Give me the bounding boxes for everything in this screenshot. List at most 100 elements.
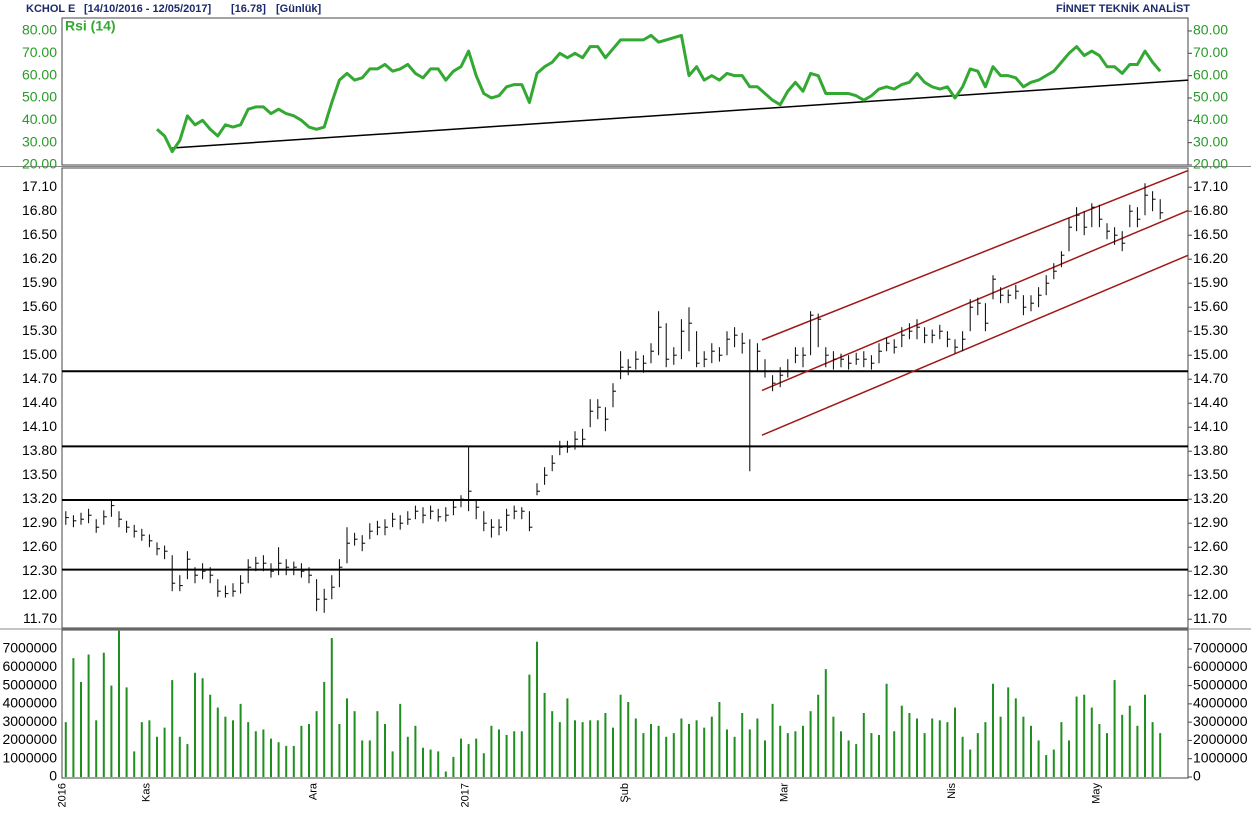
volume-bar xyxy=(270,738,272,777)
trend-line xyxy=(172,79,1189,149)
volume-bar xyxy=(657,725,660,777)
volume-bar xyxy=(885,683,888,777)
y-tick-label: 14.10 xyxy=(22,418,57,434)
y-tick-label: 1000000 xyxy=(2,749,57,765)
y-tick-label: 6000000 xyxy=(2,658,57,674)
y-tick-label: 12.90 xyxy=(1193,514,1228,530)
volume-bar xyxy=(475,738,478,777)
y-tick-label: 12.60 xyxy=(1193,538,1228,554)
date-range: [14/10/2016 - 12/05/2017] xyxy=(84,3,212,15)
volume-bar xyxy=(840,731,842,777)
y-tick-label: 7000000 xyxy=(2,640,57,656)
volume-bar xyxy=(118,630,120,777)
y-tick-label: 16.50 xyxy=(22,226,57,242)
volume-bar xyxy=(931,718,934,777)
volume-bar xyxy=(870,733,873,777)
y-tick-label: 70.00 xyxy=(1193,44,1228,60)
y-tick-label: 2000000 xyxy=(1193,731,1248,747)
volume-bar xyxy=(95,720,98,777)
y-tick-label: 6000000 xyxy=(1193,658,1248,674)
y-tick-label: 14.70 xyxy=(22,370,57,386)
volume-bar xyxy=(262,729,265,777)
volume-bar xyxy=(680,718,683,777)
volume-bar xyxy=(323,681,326,777)
volume-bar xyxy=(247,722,250,777)
volume-bar xyxy=(171,680,174,777)
y-tick-label: 0 xyxy=(49,768,57,784)
volume-bar xyxy=(946,722,949,777)
volume-bar xyxy=(619,694,622,777)
volume-bar xyxy=(178,736,181,777)
y-tick-label: 50.00 xyxy=(22,89,57,105)
volume-bar xyxy=(133,751,136,777)
y-tick-label: 17.10 xyxy=(1193,178,1228,194)
y-tick-label: 70.00 xyxy=(22,44,57,60)
volume-bar xyxy=(786,733,789,777)
volume-bar xyxy=(102,652,105,777)
volume-bar xyxy=(1144,694,1146,777)
y-tick-label: 4000000 xyxy=(2,695,57,711)
y-tick-label: 16.80 xyxy=(1193,202,1228,218)
volume-bar xyxy=(802,725,804,777)
volume-bar xyxy=(498,729,500,777)
last-price: [16.78] xyxy=(231,3,266,15)
y-tick-label: 13.80 xyxy=(1193,442,1228,458)
y-tick-label: 2000000 xyxy=(2,731,57,747)
volume-bar xyxy=(156,736,158,777)
y-tick-label: 16.20 xyxy=(22,250,57,266)
y-tick-label: 16.20 xyxy=(1193,250,1228,266)
volume-bar xyxy=(543,692,546,777)
volume-bar xyxy=(1128,705,1131,777)
y-tick-label: 15.30 xyxy=(22,322,57,338)
y-tick-label: 17.10 xyxy=(22,178,57,194)
volume-bar xyxy=(209,694,212,777)
volume-bar xyxy=(1014,698,1017,777)
volume-bar xyxy=(353,711,356,777)
volume-bar xyxy=(695,720,698,777)
volume-bar xyxy=(1052,749,1055,777)
volume-bar xyxy=(779,725,782,777)
price-frame xyxy=(61,167,1189,629)
volume-bar xyxy=(726,729,728,777)
volume-bar xyxy=(239,703,242,777)
volume-bar xyxy=(847,740,850,777)
y-tick-label: 50.00 xyxy=(1193,89,1228,105)
volume-bar xyxy=(1106,733,1108,777)
x-tick-label: 2016 xyxy=(57,783,69,807)
volume-bar xyxy=(308,723,310,777)
volume-bar xyxy=(1113,680,1116,777)
volume-bar xyxy=(984,722,987,777)
volume-bar xyxy=(1151,722,1154,777)
y-tick-label: 15.90 xyxy=(1193,274,1228,290)
volume-bar xyxy=(817,694,820,777)
volume-bar xyxy=(551,711,554,777)
y-tick-label: 11.70 xyxy=(23,610,57,626)
volume-bar xyxy=(1037,740,1040,777)
volume-bar xyxy=(1098,723,1101,777)
volume-bar xyxy=(764,740,766,777)
y-tick-label: 60.00 xyxy=(1193,66,1228,82)
volume-bar xyxy=(771,703,774,777)
volume-bar xyxy=(232,720,234,777)
volume-bar xyxy=(520,731,523,777)
y-tick-label: 14.10 xyxy=(1193,418,1228,434)
y-tick-label: 5000000 xyxy=(1193,676,1248,692)
volume-bar xyxy=(163,727,166,777)
brand: FİNNET TEKNİK ANALİST xyxy=(1056,2,1190,15)
volume-bar xyxy=(893,731,896,777)
volume-bar xyxy=(855,744,858,777)
volume-bar xyxy=(824,669,827,777)
y-tick-label: 12.00 xyxy=(1193,586,1228,602)
y-tick-label: 12.00 xyxy=(22,586,57,602)
volume-bar xyxy=(87,654,90,777)
volume-bar xyxy=(399,703,402,777)
volume-bar xyxy=(832,716,835,777)
volume-bar xyxy=(490,725,493,777)
y-tick-label: 15.00 xyxy=(1193,346,1228,362)
volume-bar xyxy=(900,705,903,777)
y-tick-label: 13.50 xyxy=(22,466,57,482)
volume-bar xyxy=(612,727,614,777)
volume-bar xyxy=(376,711,379,777)
volume-bar xyxy=(125,687,128,777)
volume-bar xyxy=(536,641,538,777)
